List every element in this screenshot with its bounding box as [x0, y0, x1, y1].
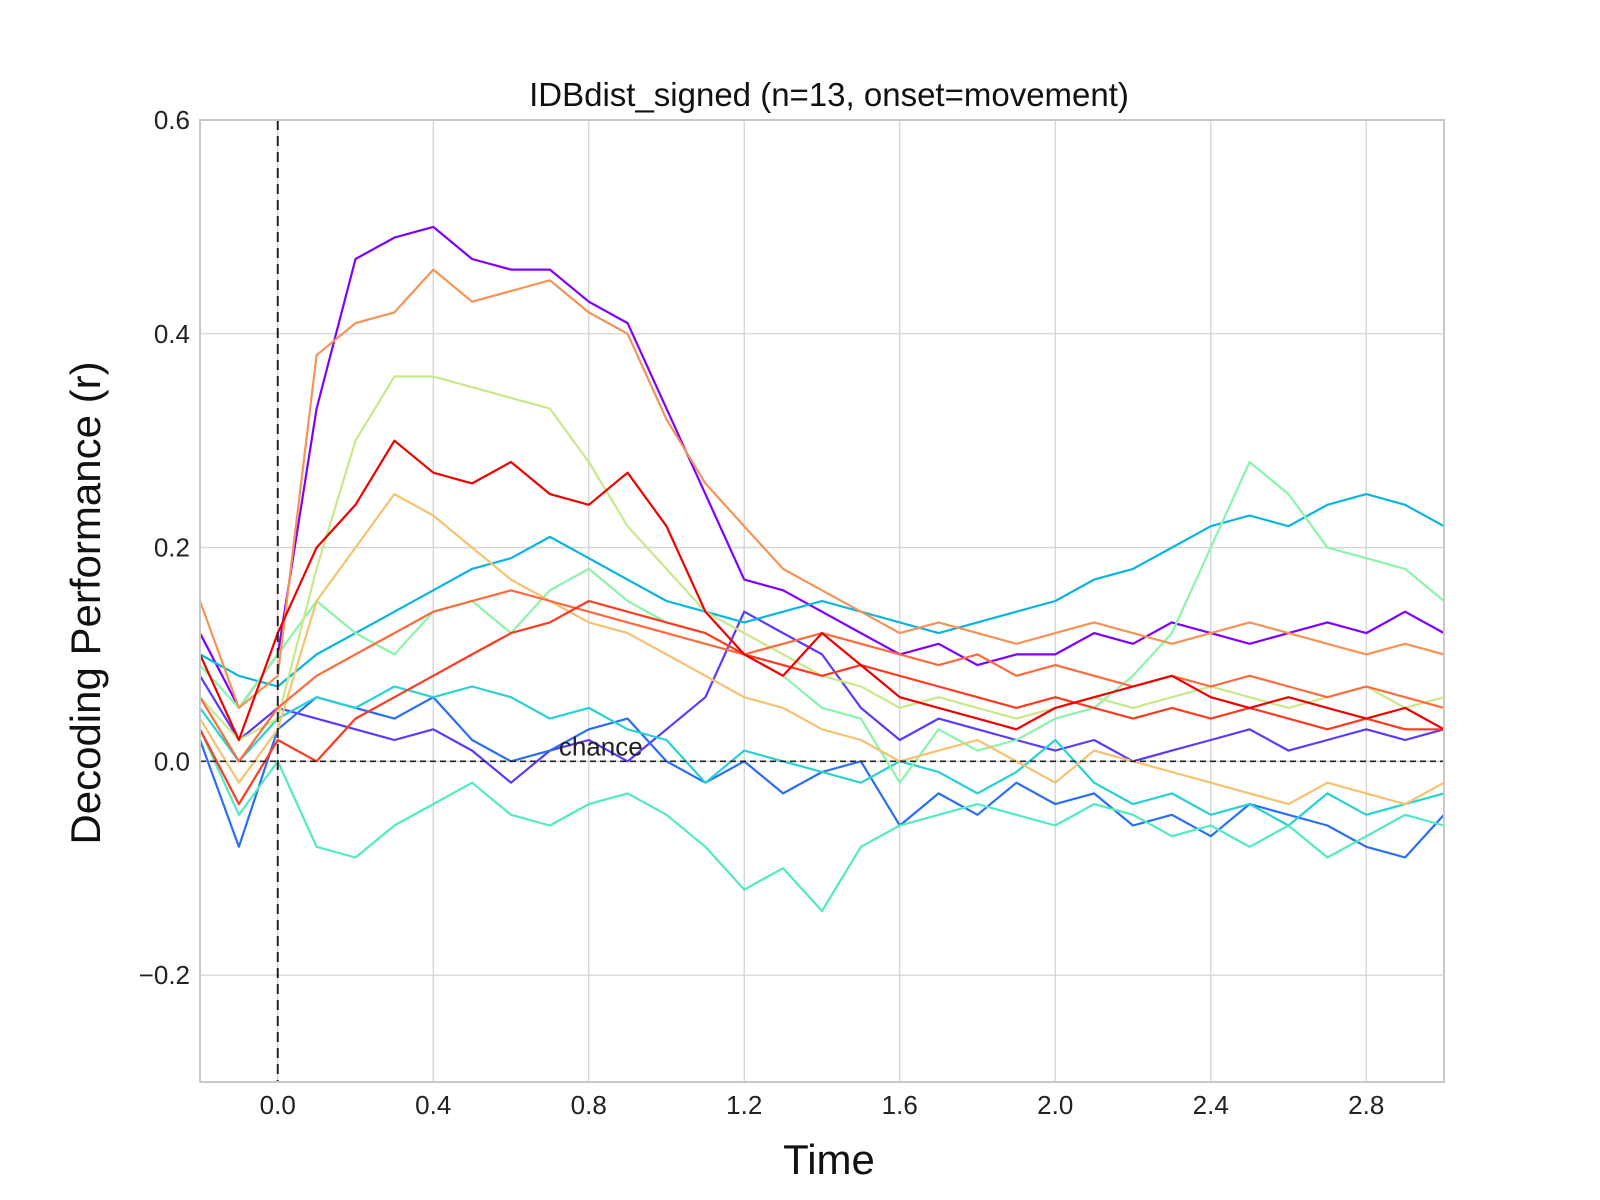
series-line-2: [199, 610, 1445, 784]
x-tick-label-4: 1.6: [882, 1090, 918, 1120]
y-tick-label-4: 0.6: [154, 105, 190, 135]
x-tick-label-3: 1.2: [726, 1090, 762, 1120]
x-tick-label-1: 0.4: [415, 1090, 451, 1120]
x-axis-label: Time: [783, 1136, 875, 1183]
series-line-7: [199, 460, 1445, 784]
series-line-9: [199, 493, 1445, 806]
series-line-3: [198, 696, 1445, 859]
y-axis-label: Decoding Performance (r): [62, 361, 109, 844]
series-line-6: [198, 728, 1445, 913]
series-line-10: [198, 268, 1445, 710]
y-tick-label-2: 0.2: [154, 533, 190, 563]
reference-lines: [200, 120, 1444, 1082]
x-tick-label-0: 0.0: [260, 1090, 296, 1120]
x-tick-label-7: 2.8: [1348, 1090, 1384, 1120]
y-tick-label-1: 0.0: [154, 746, 190, 776]
series-layer: [198, 225, 1445, 913]
series-line-4: [199, 493, 1445, 688]
series-line-13: [198, 439, 1445, 742]
series-line-8: [199, 375, 1445, 742]
series-line-12: [199, 599, 1444, 806]
tick-labels: 0.0 0.4 0.8 1.2 1.6 2.0 2.4 2.8 −0.2 0.0 0.2 0.4 0.6: [139, 105, 1385, 1120]
chart-title: IDBdist_signed (n=13, onset=movement): [529, 76, 1129, 113]
chance-label: chance: [559, 731, 643, 761]
series-line-1: [199, 225, 1445, 710]
x-tick-label-5: 2.0: [1037, 1090, 1073, 1120]
y-tick-label-0: −0.2: [139, 960, 190, 990]
x-tick-label-2: 0.8: [571, 1090, 607, 1120]
plot-border: [199, 119, 1445, 1083]
plot-frame: [199, 119, 1445, 1083]
x-tick-label-6: 2.4: [1193, 1090, 1229, 1120]
y-tick-label-3: 0.4: [154, 319, 190, 349]
